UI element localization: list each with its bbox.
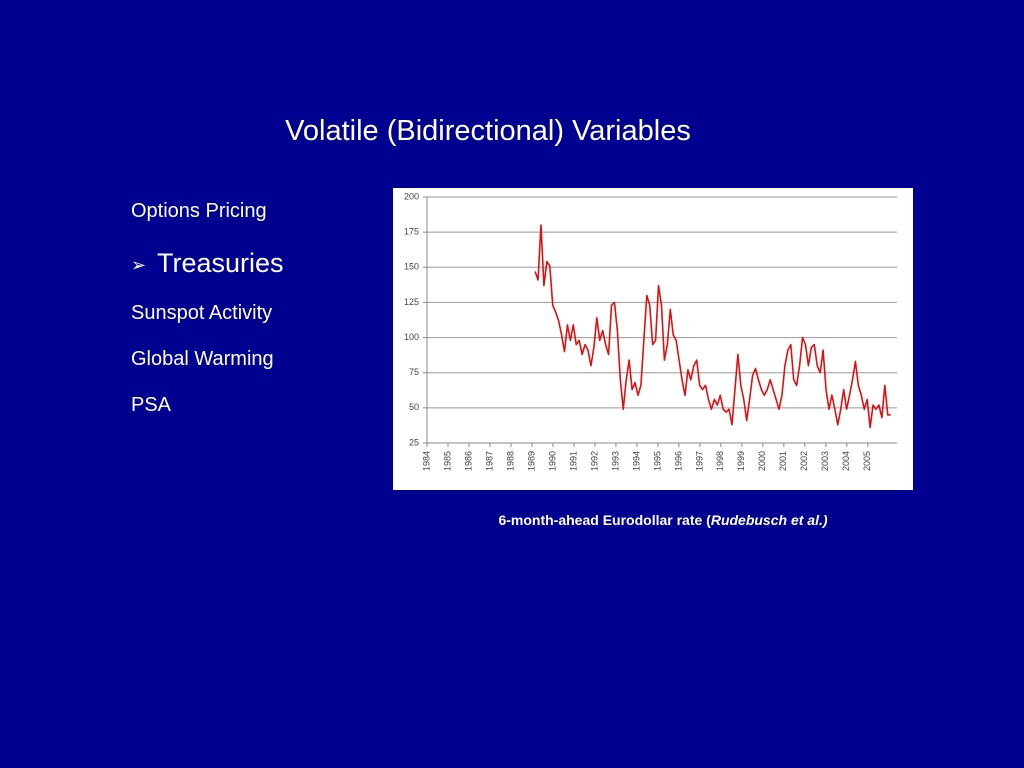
x-tick-label: 1994 <box>631 451 641 471</box>
x-tick-label: 1995 <box>652 451 662 471</box>
list-item: Treasuries <box>157 248 284 278</box>
x-tick-label: 1987 <box>484 451 494 471</box>
x-tick-label: 2001 <box>778 451 788 471</box>
y-tick-label: 100 <box>404 332 419 342</box>
x-tick-label: 2000 <box>757 451 767 471</box>
x-tick-label: 2003 <box>820 451 830 471</box>
x-tick-label: 1988 <box>505 451 515 471</box>
x-tick-label: 1998 <box>715 451 725 471</box>
caption: 6-month-ahead Eurodollar rate (Rudebusch… <box>498 512 827 528</box>
x-tick-label: 1993 <box>610 451 620 471</box>
y-tick-label: 75 <box>409 367 419 377</box>
x-tick-label: 2002 <box>799 451 809 471</box>
x-tick-label: 1984 <box>421 451 431 471</box>
list-item: Options Pricing <box>131 200 267 222</box>
x-tick-label: 1996 <box>673 451 683 471</box>
x-tick-label: 1999 <box>736 451 746 471</box>
x-tick-label: 1991 <box>568 451 578 471</box>
x-tick-label: 2005 <box>862 451 872 471</box>
slide-title: Volatile (Bidirectional) Variables <box>285 115 691 147</box>
y-tick-label: 175 <box>404 227 419 237</box>
x-tick-label: 1990 <box>547 451 557 471</box>
x-tick-label: 1992 <box>589 451 599 471</box>
x-tick-label: 2004 <box>841 451 851 471</box>
y-tick-label: 25 <box>409 437 419 447</box>
data-line <box>534 224 891 429</box>
x-tick-label: 1985 <box>442 451 452 471</box>
y-tick-label: 125 <box>404 297 419 307</box>
list-item: PSA <box>131 394 172 416</box>
x-tick-label: 1986 <box>463 451 473 471</box>
x-tick-label: 1997 <box>694 451 704 471</box>
bullet-arrow: ➢ <box>131 255 146 275</box>
chart: 25 50 75 100 125 150 175 200 1984 1985 1986 1987 198… <box>404 191 897 471</box>
y-tick-label: 50 <box>409 402 419 412</box>
caption-text: 6-month-ahead Eurodollar rate ( <box>498 512 711 528</box>
x-tick-label: 1989 <box>526 451 536 471</box>
y-tick-label: 200 <box>404 191 419 201</box>
list-item: Global Warming <box>131 348 274 370</box>
list-item: Sunspot Activity <box>131 302 272 324</box>
y-tick-label: 150 <box>404 262 419 272</box>
caption-source: Rudebusch et al.) <box>711 512 828 528</box>
